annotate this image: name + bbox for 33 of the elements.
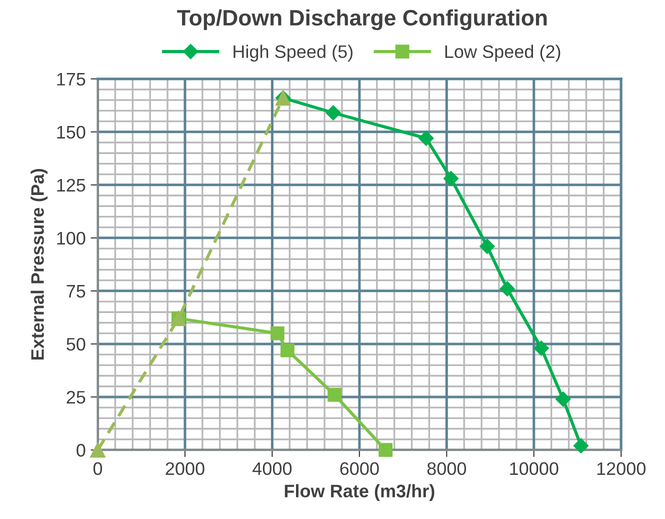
y-tick-label: 175 [57,73,86,86]
x-tick-label: 0 [93,462,102,476]
y-tick-label: 0 [76,444,86,457]
y-axis-title: External Pressure (Pa) [30,168,48,360]
y-tick-label: 125 [57,178,86,192]
point [90,442,106,458]
point [280,343,294,358]
y-tick-label: 75 [66,285,86,298]
legend-label: Low Speed (2) [445,44,560,62]
point [326,105,341,120]
legend-label: High Speed (5) [234,44,352,62]
x-tick-label: 6000 [340,462,379,476]
point [500,281,515,296]
point [418,130,434,146]
y-tick-label: 100 [57,232,86,245]
x-tick-label: 10000 [510,462,558,476]
y-tick-label: 50 [66,338,86,351]
x-tick-label: 4000 [252,462,292,476]
point [328,388,342,402]
x-tick-label: 2000 [166,462,204,476]
y-tick-label: 150 [57,126,86,139]
point [378,443,393,457]
point [556,392,571,407]
x-tick-label: 8000 [427,462,466,476]
x-axis-title: Flow Rate (m3/hr) [284,484,434,501]
point [270,326,284,340]
point [480,238,495,254]
point [443,170,459,186]
chart-title: Top/Down Discharge Configuration [177,9,547,30]
y-tick-label: 25 [66,390,86,404]
x-tick-label: 12000 [597,462,646,476]
point [534,340,549,356]
point [573,438,589,454]
